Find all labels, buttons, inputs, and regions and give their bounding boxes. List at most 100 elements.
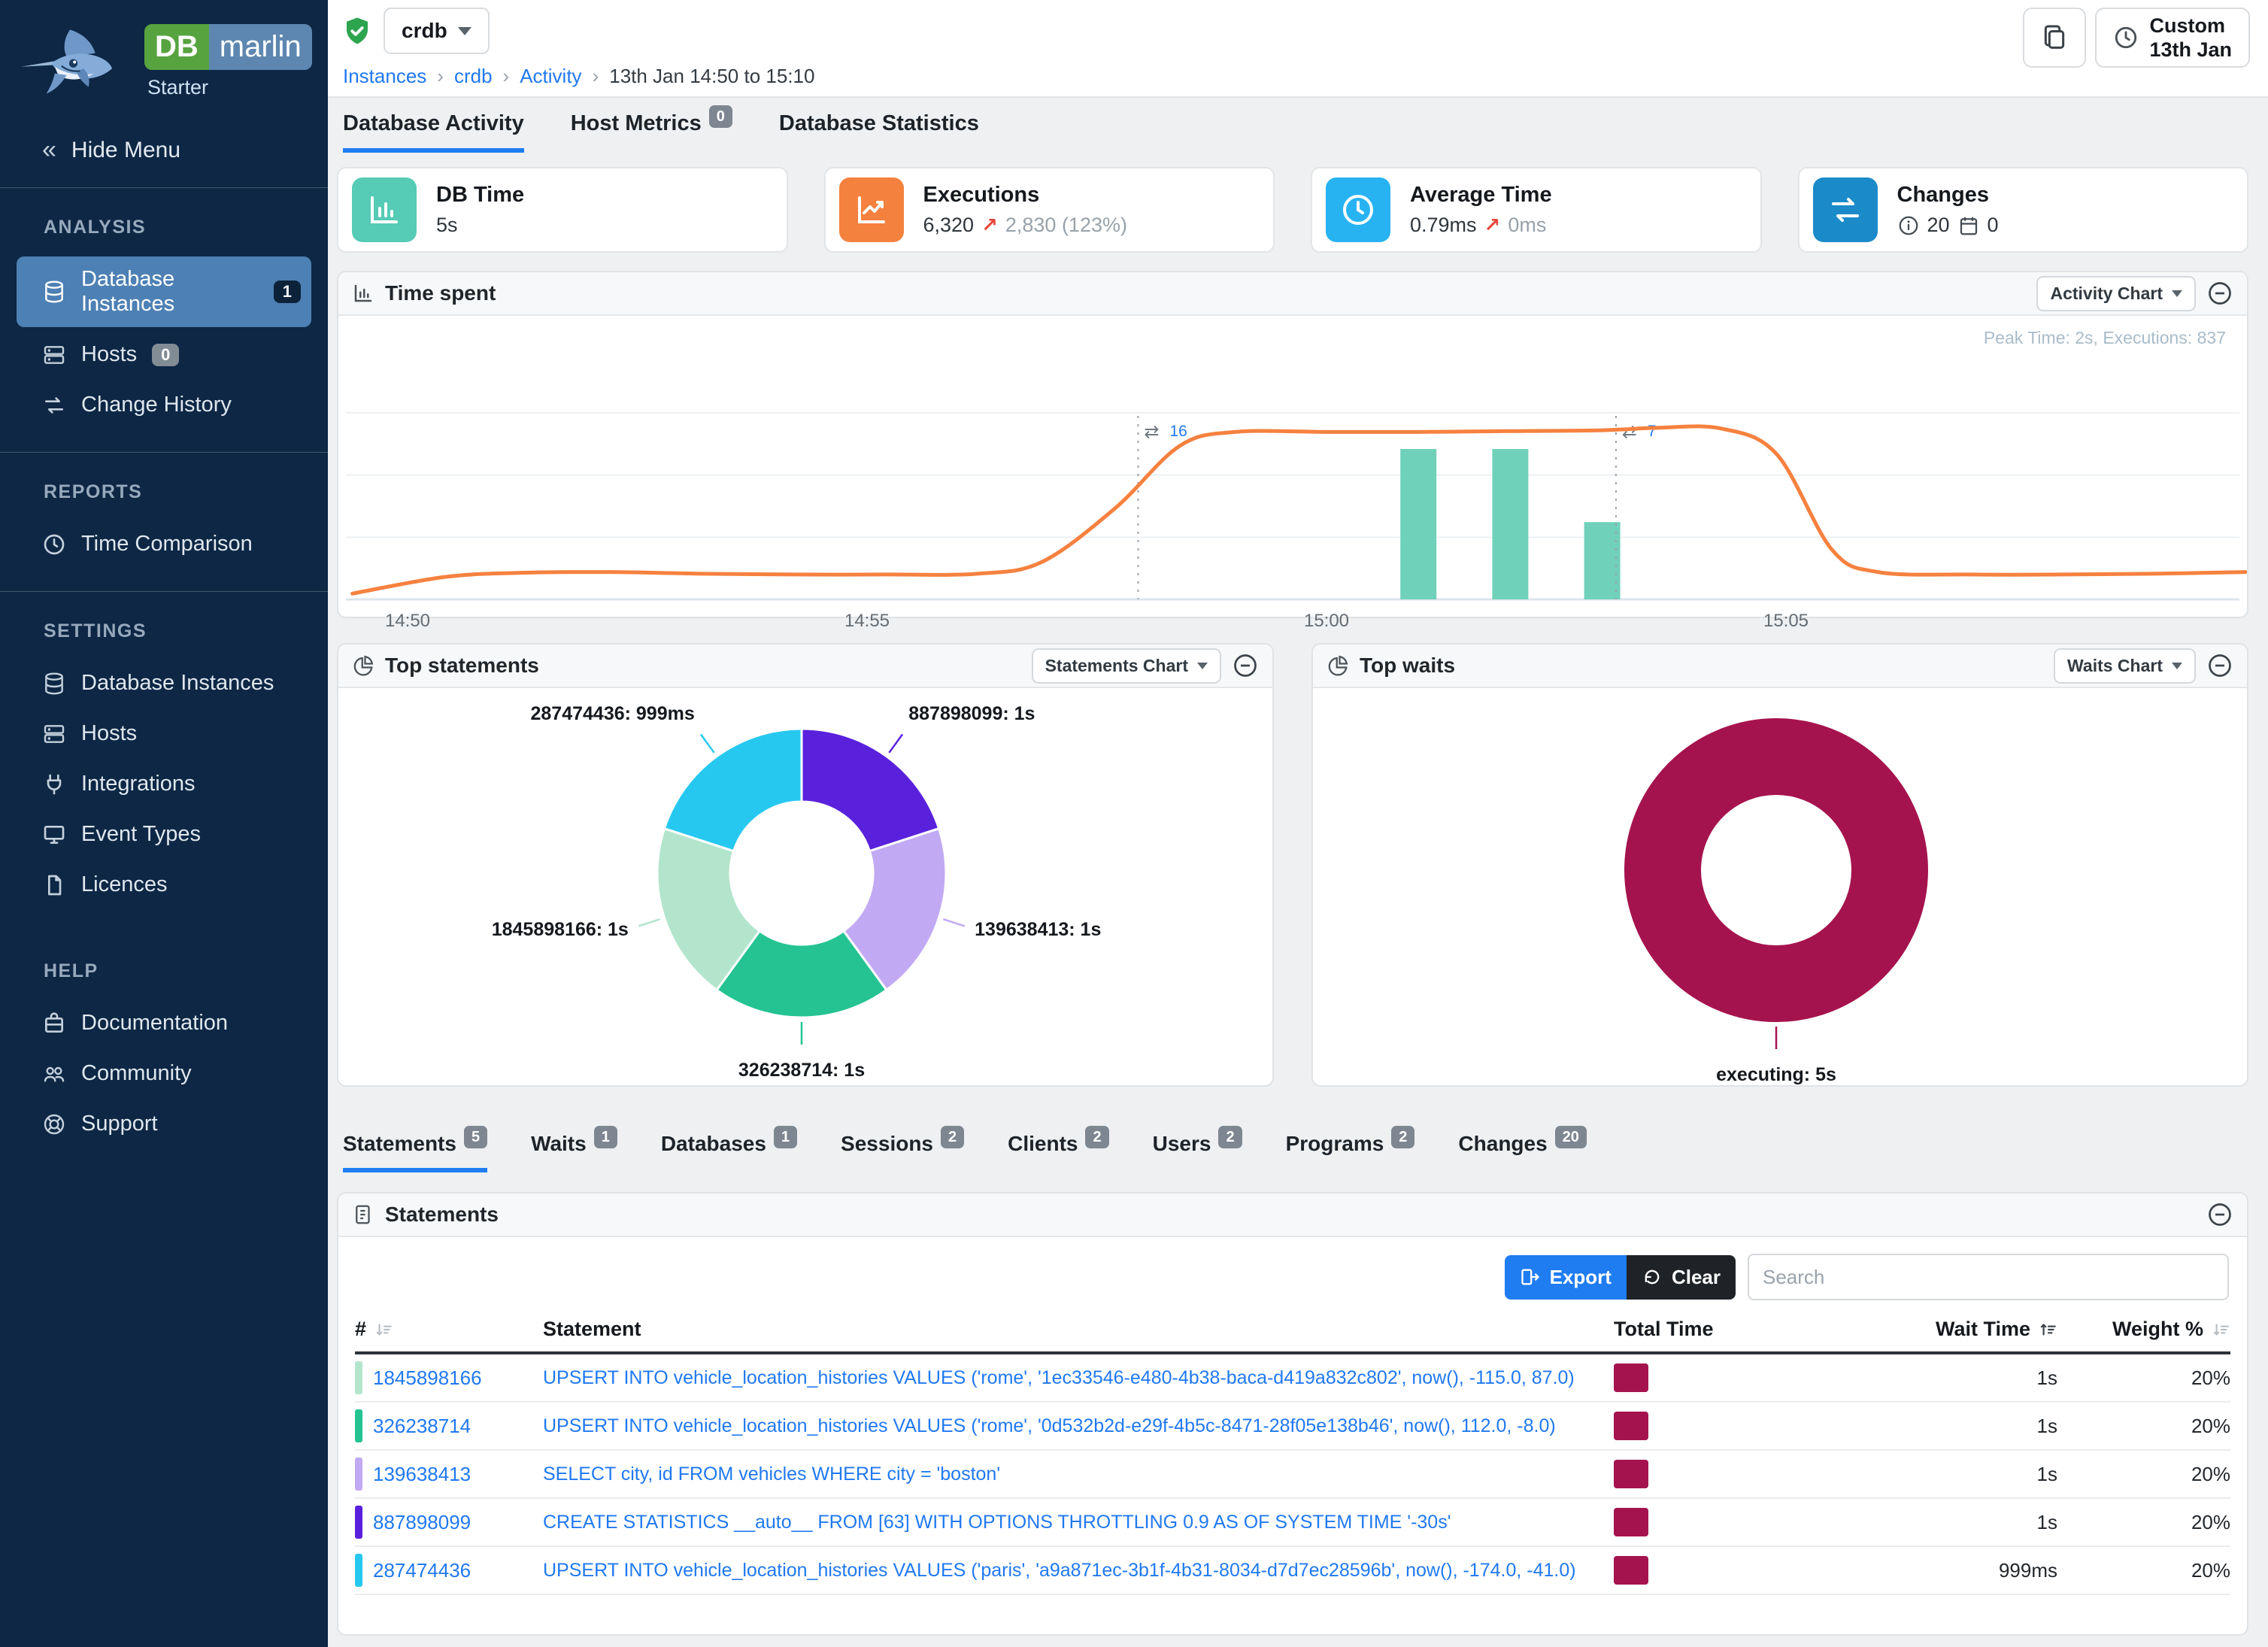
list-icon: [352, 1203, 374, 1226]
time-spent-chart[interactable]: 14:50 14:55 15:00 15:05 ⇄ 16 ⇄ 7: [338, 359, 2247, 660]
statement-id-link[interactable]: 1845898166: [373, 1366, 482, 1389]
tab-label: Host Metrics: [570, 111, 702, 135]
tab-database-statistics[interactable]: Database Statistics: [779, 111, 979, 153]
plan-label: Starter: [147, 76, 209, 99]
waits-chart-selector[interactable]: Waits Chart: [2054, 648, 2196, 684]
sidebar-item-label: Licences: [81, 872, 168, 896]
tab-label: Users: [1152, 1132, 1211, 1155]
statement-id-cell: 287474436: [355, 1554, 543, 1587]
sidebar-item-community[interactable]: Community: [17, 1051, 311, 1096]
sidebar-item-hosts[interactable]: Hosts: [17, 711, 311, 757]
sidebar-section: HELP Documentation Community Support: [0, 932, 328, 1171]
logo[interactable]: DB marlin Starter: [0, 0, 328, 110]
clear-button[interactable]: Clear: [1626, 1254, 1736, 1300]
statement-text-link[interactable]: UPSERT INTO vehicle_location_histories V…: [543, 1366, 1575, 1388]
time-range-line1: Custom: [2149, 14, 2225, 37]
column-header--[interactable]: #: [355, 1318, 543, 1341]
breadcrumb-separator: ›: [502, 65, 510, 87]
column-header-weight-[interactable]: Weight %: [2057, 1318, 2230, 1341]
statements-table: # Statement Total Time Wait Time Weight % 18…: [355, 1318, 2230, 1595]
table-body: 1845898166 UPSERT INTO vehicle_location_h…: [355, 1354, 2230, 1595]
tab-label: Database Statistics: [778, 111, 979, 135]
detail-tab-changes[interactable]: Changes 20: [1458, 1126, 1587, 1172]
statement-id-link[interactable]: 287474436: [373, 1558, 471, 1582]
tab-badge: 0: [708, 105, 732, 128]
table-row: 139638413 SELECT city, id FROM vehicles W…: [355, 1451, 2230, 1499]
tab-badge: 2: [1085, 1126, 1109, 1148]
detail-tab-clients[interactable]: Clients 2: [1008, 1126, 1109, 1172]
total-time-cell: [1614, 1412, 1787, 1440]
table-row: 287474436 UPSERT INTO vehicle_location_hi…: [355, 1547, 2230, 1595]
column-label: Statement: [543, 1318, 641, 1340]
top-waits-donut[interactable]: executing: 5s: [1313, 688, 2247, 1085]
detail-tab-programs[interactable]: Programs 2: [1286, 1126, 1415, 1172]
statement-id-link[interactable]: 887898099: [373, 1510, 471, 1533]
plug-icon: [42, 772, 66, 796]
sidebar-item-documentation[interactable]: Documentation: [17, 1000, 311, 1046]
svg-text:16: 16: [1169, 423, 1187, 440]
summary-card-executions[interactable]: Executions 6,320 ↗ 2,830 (123%): [823, 167, 1275, 253]
time-range-button[interactable]: Custom 13th Jan: [2095, 8, 2250, 68]
top-statements-title: Top statements: [385, 654, 539, 677]
statement-text-link[interactable]: SELECT city, id FROM vehicles WHERE city…: [543, 1463, 1001, 1485]
detail-tab-users[interactable]: Users 2: [1152, 1126, 1242, 1172]
svg-text:887898099: 1s: 887898099: 1s: [908, 703, 1035, 724]
sidebar: DB marlin Starter « Hide Menu ANALYSIS Dat…: [0, 0, 328, 1647]
tab-badge: 2: [941, 1126, 965, 1148]
sidebar-item-licences[interactable]: Licences: [17, 862, 311, 908]
statement-id-link[interactable]: 139638413: [373, 1462, 471, 1485]
wait-time-cell: 1s: [2036, 1462, 2057, 1485]
sidebar-item-database-instances[interactable]: Database Instances: [17, 660, 311, 706]
breadcrumb-item[interactable]: crdb: [453, 65, 493, 87]
breadcrumb-item[interactable]: Instances: [343, 65, 427, 87]
statement-text-link[interactable]: UPSERT INTO vehicle_location_histories V…: [543, 1559, 1576, 1581]
statement-text-link[interactable]: CREATE STATISTICS __auto__ FROM [63] WIT…: [543, 1511, 1451, 1533]
top-statements-donut[interactable]: 887898099: 1s 139638413: 1s 326238714: 1s 1…: [338, 688, 1272, 1085]
time-spent-header: Time spent Activity Chart: [338, 272, 2247, 316]
statement-text-link[interactable]: UPSERT INTO vehicle_location_histories V…: [543, 1415, 1556, 1436]
collapse-panel-icon[interactable]: [1232, 652, 1259, 679]
instance-selector[interactable]: crdb: [384, 8, 490, 54]
export-button[interactable]: Export: [1504, 1254, 1627, 1300]
activity-chart-selector[interactable]: Activity Chart: [2036, 275, 2196, 311]
detail-tab-waits[interactable]: Waits 1: [531, 1126, 617, 1172]
detail-tab-statements[interactable]: Statements 5: [343, 1126, 488, 1172]
copy-button[interactable]: [2023, 8, 2087, 68]
collapse-panel-icon[interactable]: [2206, 280, 2233, 307]
sidebar-item-change-history[interactable]: Change History: [17, 382, 311, 428]
sidebar-item-event-types[interactable]: Event Types: [17, 811, 311, 857]
statements-table-panel: Statements Export Clear # Statement Total …: [337, 1192, 2248, 1636]
sidebar-item-support[interactable]: Support: [17, 1101, 311, 1147]
sort-icon: [374, 1320, 393, 1339]
sort-icon: [2211, 1320, 2230, 1339]
collapse-panel-icon[interactable]: [2206, 1201, 2233, 1228]
pie-chart-icon: [1327, 654, 1349, 677]
total-time-bar: [1614, 1363, 1648, 1392]
breadcrumb-item[interactable]: Activity: [520, 65, 582, 87]
sidebar-item-hosts[interactable]: Hosts 0: [17, 332, 311, 378]
search-input[interactable]: [1748, 1254, 2229, 1300]
hide-menu-button[interactable]: « Hide Menu: [0, 110, 328, 187]
barchart-icon: [352, 177, 417, 242]
sidebar-item-database-instances[interactable]: Database Instances 1: [17, 256, 311, 327]
linechart-icon: [838, 177, 904, 242]
column-header-total-time: Total Time: [1614, 1318, 1787, 1341]
summary-card-average-time[interactable]: Average Time 0.79ms ↗ 0ms: [1311, 167, 1762, 253]
tab-database-activity[interactable]: Database Activity: [343, 111, 524, 153]
statements-chart-selector[interactable]: Statements Chart: [1031, 648, 1221, 684]
svg-text:14:55: 14:55: [844, 611, 890, 631]
summary-card-changes[interactable]: Changes 20 0: [1797, 167, 2248, 253]
column-header-wait-time[interactable]: Wait Time: [1787, 1318, 2057, 1341]
sidebar-item-integrations[interactable]: Integrations: [17, 761, 311, 807]
summary-card-db-time[interactable]: DB Time 5s: [337, 167, 788, 253]
card-value: 20 0: [1897, 214, 1999, 237]
sidebar-item-time-comparison[interactable]: Time Comparison: [17, 521, 311, 567]
collapse-panel-icon[interactable]: [2206, 652, 2233, 679]
page-tabs: Database Activity Host Metrics 0 Database S…: [343, 105, 979, 153]
statement-id-link[interactable]: 326238714: [373, 1414, 471, 1437]
tab-host-metrics[interactable]: Host Metrics 0: [570, 105, 732, 153]
detail-tab-sessions[interactable]: Sessions 2: [841, 1126, 965, 1172]
peak-note: Peak Time: 2s, Executions: 837: [1983, 328, 2226, 347]
detail-tab-databases[interactable]: Databases 1: [661, 1126, 798, 1172]
column-header-statement: Statement: [543, 1318, 1614, 1341]
